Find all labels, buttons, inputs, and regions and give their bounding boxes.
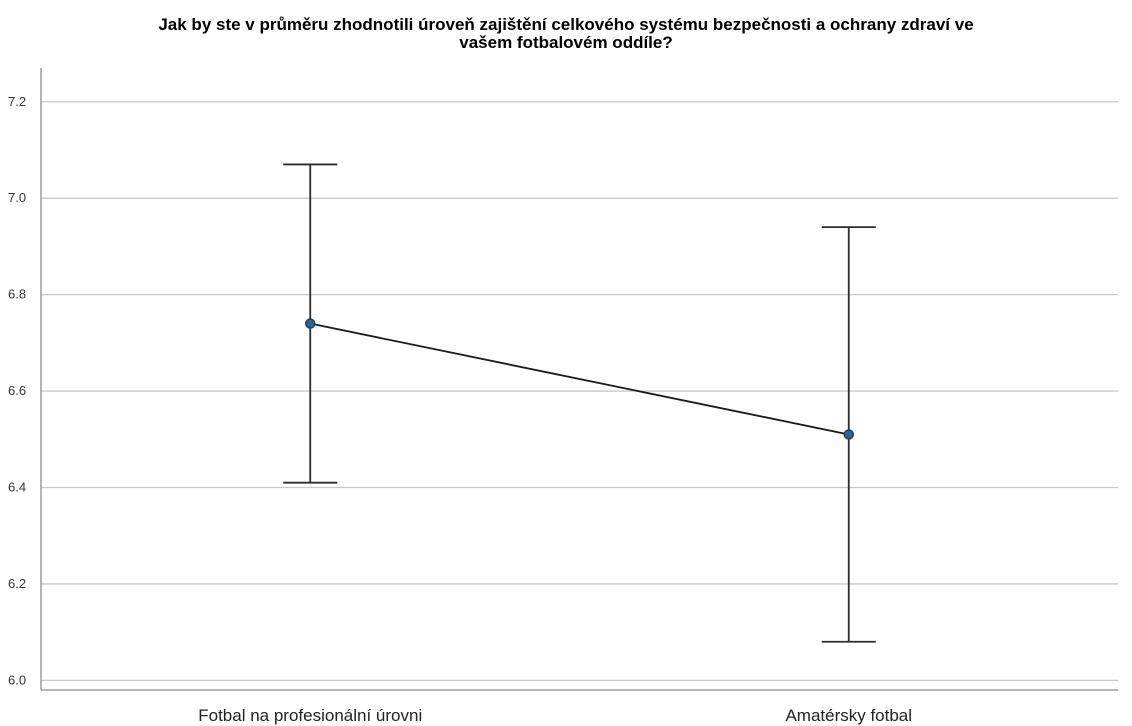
y-tick-label: 7.0 xyxy=(8,190,26,205)
chart-title-line-1: Jak by ste v průměru zhodnotili úroveň z… xyxy=(158,15,974,34)
y-tick-label: 7.2 xyxy=(8,94,26,109)
mean-points xyxy=(305,318,854,440)
y-tick-label: 6.6 xyxy=(8,383,26,398)
mean-line xyxy=(310,322,849,436)
gridlines xyxy=(41,101,1118,682)
mean-point xyxy=(305,318,316,329)
y-tick-labels: 6.0 6.2 6.4 6.6 6.8 7.0 7.2 xyxy=(8,94,26,688)
y-tick-label: 6.2 xyxy=(8,576,26,591)
y-tick-label: 6.8 xyxy=(8,287,26,302)
y-tick-label: 6.0 xyxy=(8,672,26,687)
y-tick-label: 6.4 xyxy=(8,479,26,494)
x-tick-label: Amatérsky fotbal xyxy=(785,706,912,725)
x-tick-label: Fotbal na profesionální úrovni xyxy=(198,706,422,725)
axes xyxy=(40,68,1118,691)
x-tick-labels: Fotbal na profesionální úrovni Amatérsky … xyxy=(198,706,912,725)
chart-title-line-2: vašem fotbalovém oddíle? xyxy=(459,33,673,52)
chart-title: Jak by ste v průměru zhodnotili úroveň z… xyxy=(0,16,1132,52)
mean-point xyxy=(843,429,854,440)
error-bars xyxy=(283,163,876,643)
mean-line-layer xyxy=(310,322,849,436)
